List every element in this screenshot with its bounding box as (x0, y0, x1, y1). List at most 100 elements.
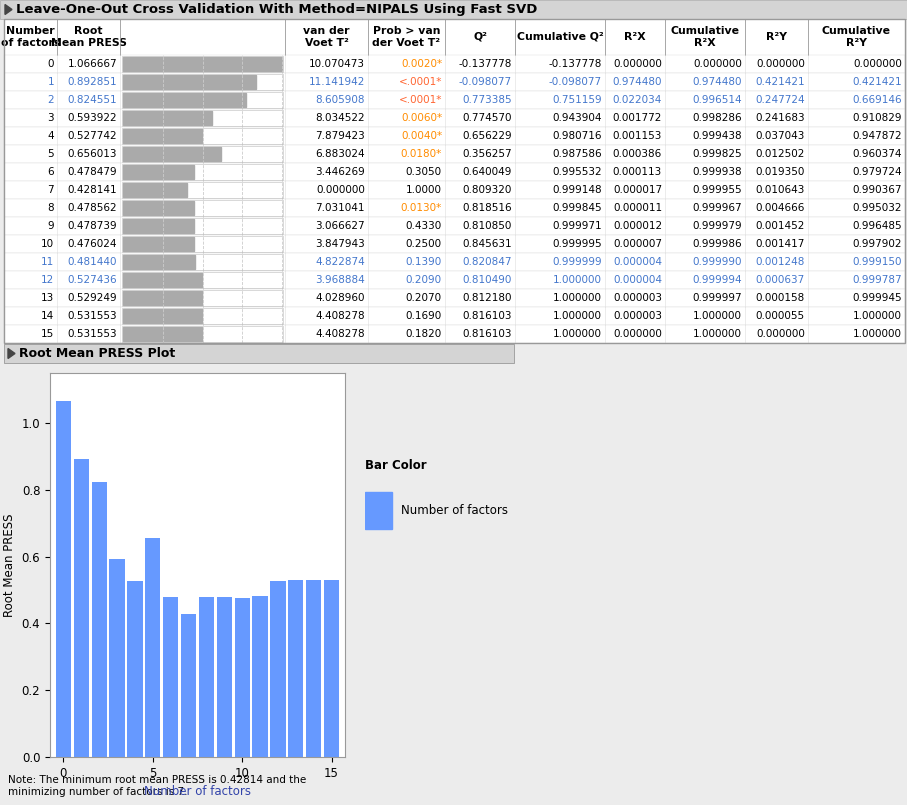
Text: 0.000012: 0.000012 (613, 221, 662, 231)
Bar (199, 597, 214, 757)
Text: 0.001772: 0.001772 (612, 113, 662, 123)
Text: 0.478739: 0.478739 (67, 221, 117, 231)
Bar (123, 309, 202, 323)
Text: 0.428141: 0.428141 (67, 185, 117, 195)
Text: -0.098077: -0.098077 (549, 77, 602, 87)
Text: 0.974480: 0.974480 (693, 77, 742, 87)
Text: 0.000000: 0.000000 (756, 59, 805, 69)
Bar (4, 289, 905, 307)
Text: 0.593922: 0.593922 (67, 113, 117, 123)
Text: 0.0020*: 0.0020* (401, 59, 442, 69)
Text: 0.000007: 0.000007 (613, 239, 662, 249)
Bar (122, 146, 283, 162)
Text: 0.995532: 0.995532 (552, 167, 602, 177)
Text: <.0001*: <.0001* (398, 95, 442, 105)
Text: 0.999999: 0.999999 (552, 257, 602, 267)
Text: 1.000000: 1.000000 (693, 311, 742, 321)
Text: 0.996514: 0.996514 (692, 95, 742, 105)
Bar (252, 597, 268, 757)
Bar (123, 165, 194, 179)
Text: 0.999955: 0.999955 (692, 185, 742, 195)
Text: 4.028960: 4.028960 (316, 293, 365, 303)
Bar (123, 237, 194, 251)
Text: 3.847943: 3.847943 (316, 239, 365, 249)
Bar (4, 271, 905, 289)
Bar (4, 325, 905, 343)
Text: 7.031041: 7.031041 (316, 203, 365, 213)
Text: 0.751159: 0.751159 (552, 95, 602, 105)
Text: 0.960374: 0.960374 (853, 149, 902, 159)
Text: 0.476024: 0.476024 (67, 239, 117, 249)
Text: Q²: Q² (473, 32, 487, 42)
Text: 0.004666: 0.004666 (756, 203, 805, 213)
Bar (4, 73, 905, 91)
Text: 0.000000: 0.000000 (317, 185, 365, 195)
Text: 0.999787: 0.999787 (853, 275, 902, 285)
Text: 0.000113: 0.000113 (613, 167, 662, 177)
Bar (235, 598, 249, 757)
Text: 0.527742: 0.527742 (67, 131, 117, 141)
Text: 0.0130*: 0.0130* (401, 203, 442, 213)
Text: 0.773385: 0.773385 (463, 95, 512, 105)
Bar (4, 127, 905, 145)
Text: 11: 11 (41, 257, 54, 267)
Text: 8.605908: 8.605908 (316, 95, 365, 105)
Text: 1.000000: 1.000000 (693, 329, 742, 339)
Text: 0.001452: 0.001452 (756, 221, 805, 231)
Text: 0.816103: 0.816103 (463, 329, 512, 339)
Text: 0.998286: 0.998286 (692, 113, 742, 123)
Bar (122, 164, 283, 180)
Text: 0.943904: 0.943904 (552, 113, 602, 123)
Bar (4, 19, 905, 343)
Text: 0.824551: 0.824551 (67, 95, 117, 105)
Text: 0.000003: 0.000003 (613, 311, 662, 321)
Text: 0.999945: 0.999945 (853, 293, 902, 303)
Text: 0.3050: 0.3050 (405, 167, 442, 177)
Text: 0.000000: 0.000000 (853, 59, 902, 69)
Text: 0.845631: 0.845631 (463, 239, 512, 249)
Bar (123, 327, 202, 341)
Text: 0.774570: 0.774570 (463, 113, 512, 123)
Text: 3.446269: 3.446269 (316, 167, 365, 177)
Text: 0.481440: 0.481440 (67, 257, 117, 267)
Bar (4, 181, 905, 199)
Text: 0.995032: 0.995032 (853, 203, 902, 213)
Text: 0.1820: 0.1820 (405, 329, 442, 339)
Bar (123, 93, 246, 107)
Bar (288, 580, 304, 757)
Bar (122, 218, 283, 234)
Bar (122, 92, 283, 108)
Bar (127, 580, 142, 757)
Bar (0, 0, 907, 19)
Text: 1.000000: 1.000000 (553, 311, 602, 321)
Bar (324, 580, 339, 757)
Text: 0.001417: 0.001417 (756, 239, 805, 249)
Bar (4, 55, 905, 73)
Text: 9: 9 (47, 221, 54, 231)
Text: 1.000000: 1.000000 (853, 329, 902, 339)
Bar (122, 182, 283, 198)
Text: 0.816103: 0.816103 (463, 311, 512, 321)
Text: 2: 2 (47, 95, 54, 105)
Text: 0.000004: 0.000004 (613, 257, 662, 267)
Bar (92, 481, 107, 757)
Text: 7: 7 (47, 185, 54, 195)
Polygon shape (5, 5, 12, 14)
Text: 0.0060*: 0.0060* (401, 113, 442, 123)
Text: 0.2500: 0.2500 (405, 239, 442, 249)
Bar (123, 147, 220, 161)
Text: 4.822874: 4.822874 (316, 257, 365, 267)
Text: 0.947872: 0.947872 (853, 131, 902, 141)
Text: -0.137778: -0.137778 (549, 59, 602, 69)
Bar (4, 235, 905, 253)
Text: 0.656229: 0.656229 (463, 131, 512, 141)
Text: 0.000000: 0.000000 (613, 329, 662, 339)
Text: 0.000000: 0.000000 (756, 329, 805, 339)
Text: 0.999438: 0.999438 (692, 131, 742, 141)
Bar (123, 111, 211, 125)
Bar (122, 272, 283, 288)
Text: 14: 14 (41, 311, 54, 321)
Bar (122, 254, 283, 270)
Text: 4.408278: 4.408278 (316, 329, 365, 339)
Bar (4, 19, 905, 55)
